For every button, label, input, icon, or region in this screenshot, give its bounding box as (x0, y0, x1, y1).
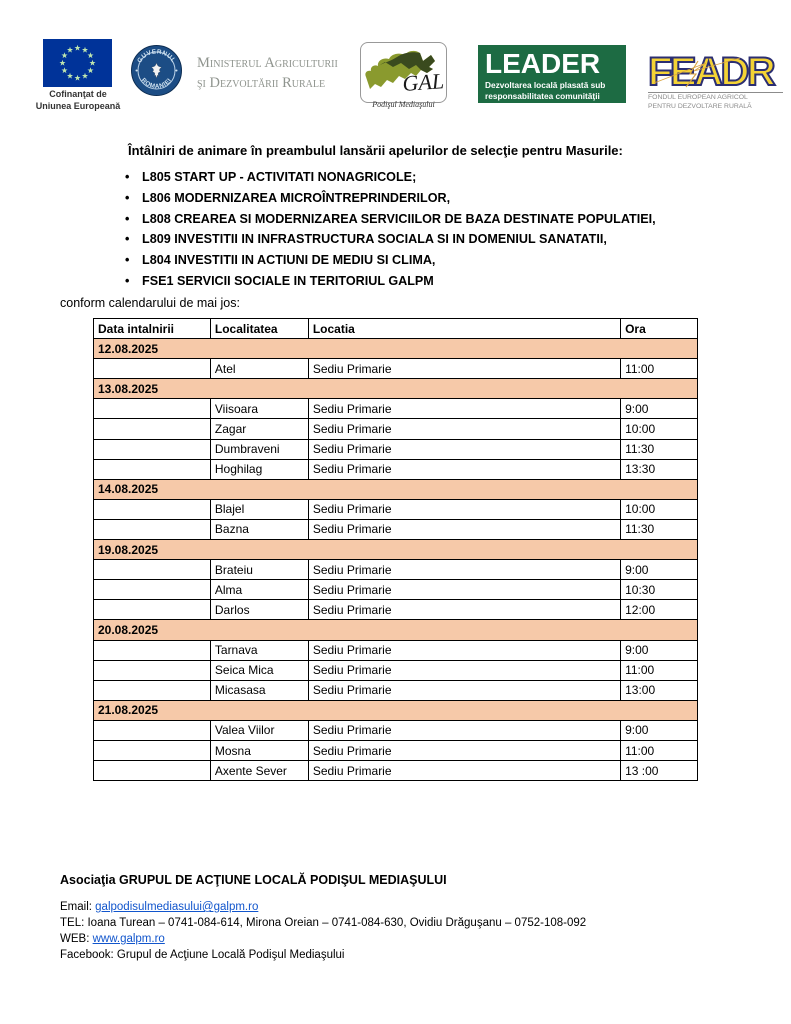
svg-text:GAL: GAL (402, 68, 445, 96)
svg-text:FEADR: FEADR (648, 50, 776, 94)
